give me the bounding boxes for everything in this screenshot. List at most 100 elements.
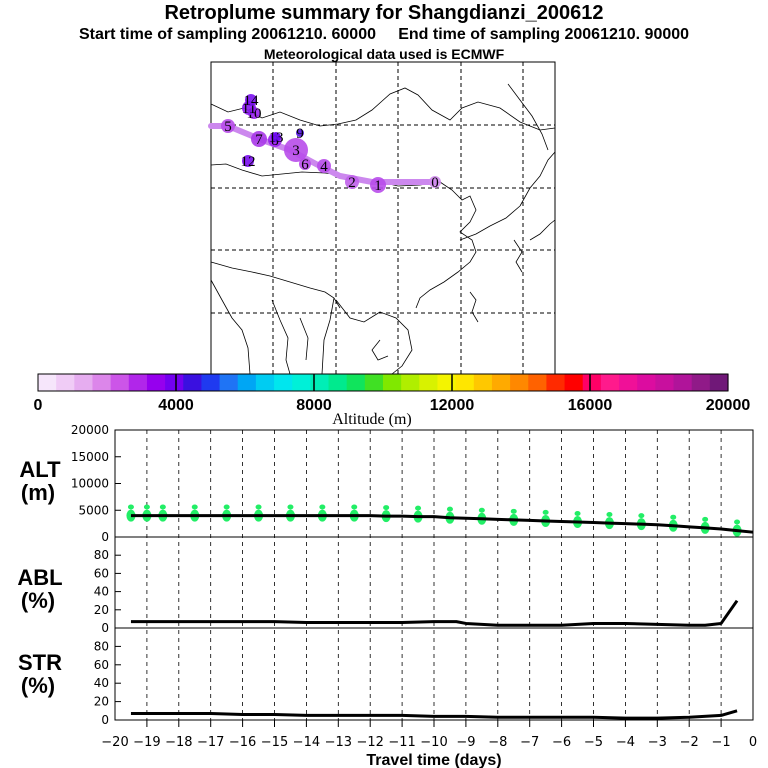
colorbar-cell: [691, 374, 711, 391]
y-tick-label: 0: [101, 713, 109, 727]
y-tick-label: 40: [94, 585, 109, 599]
x-axis-tick-labels: −20 −19 −18 −17 −16 −15 −14 −13 −12 −11 −10 −9 −8 −7−…: [101, 735, 757, 750]
x-tick-label: −12: [356, 735, 383, 750]
alt-spread-blob-upper: [223, 504, 230, 510]
map-plume-label: 1: [374, 178, 382, 194]
map-plume-cluster: [245, 94, 257, 106]
alt-spread-blob-upper: [319, 504, 326, 510]
alt-y-axis: 0 5000 10000 15000 20000: [71, 423, 121, 544]
y-tick-label: 40: [94, 676, 109, 690]
alt-spread-blob-upper: [446, 506, 453, 512]
y-tick-label: 20000: [71, 423, 109, 437]
str-panel-name: STR: [18, 650, 62, 675]
map-plume-cluster: [271, 132, 281, 142]
altitude-spread-marks: [126, 504, 742, 537]
colorbar-cell: [709, 374, 729, 391]
y-tick-label: 80: [94, 548, 109, 562]
map-plume-label: 3: [292, 143, 300, 159]
colorbar-tick-label: 16000: [568, 397, 613, 414]
colorbar-cell: [74, 374, 94, 391]
colorbar-cell: [383, 374, 402, 391]
y-tick-label: 15000: [71, 450, 109, 464]
colorbar-tick-labels: 0 4000 8000 12000 16000 20000: [34, 397, 751, 414]
map-plume-label: 12: [241, 154, 256, 170]
colorbar-cell: [637, 374, 656, 391]
colorbar-cell: [528, 374, 548, 391]
chart-title: Retroplume summary for Shangdianzi_20061…: [164, 2, 604, 24]
x-tick-label: −1: [712, 735, 731, 750]
alt-spread-blob-upper: [478, 507, 485, 513]
map-plume-cluster: [242, 155, 254, 167]
colorbar-cell: [38, 374, 57, 391]
map-plume-cluster: [370, 177, 386, 193]
colorbar-cell: [673, 374, 693, 391]
alt-spread-blob-upper: [734, 519, 741, 525]
alt-spread-blob-upper: [574, 510, 581, 516]
map-plume-cluster: [345, 175, 359, 189]
colorbar-cell: [419, 374, 439, 391]
colorbar-title: Altitude (m): [332, 411, 412, 428]
colorbar: 0 4000 8000 12000 16000 20000 Altitude (m): [34, 373, 751, 428]
colorbar-cell: [437, 374, 457, 391]
colorbar-cell: [655, 374, 675, 391]
x-grid-ticks: [146, 430, 722, 727]
alt-spread-blob-upper: [287, 504, 294, 510]
x-tick-label: −17: [197, 735, 224, 750]
colorbar-tick-label: 12000: [430, 397, 475, 414]
x-tick-label: −7: [520, 735, 539, 750]
map-plume-cluster: [299, 158, 311, 170]
colorbar-cell: [165, 374, 184, 391]
colorbar-cell: [473, 374, 493, 391]
x-tick-label: −10: [420, 735, 447, 750]
map-plume-label: 13: [269, 130, 284, 146]
colorbar-tick-label: 20000: [706, 397, 751, 414]
x-tick-label: −9: [456, 735, 475, 750]
str-panel-unit: (%): [21, 673, 55, 698]
alt-spread-blob-upper: [159, 504, 166, 510]
map-plume-label: 4: [320, 159, 328, 175]
abl-series-line: [130, 599, 739, 627]
map-plume-points: 01234567891011121314: [221, 93, 441, 194]
colorbar-cell: [364, 374, 384, 391]
x-tick-label: −3: [648, 735, 667, 750]
x-tick-label: −15: [261, 735, 288, 750]
alt-spread-blob-upper: [638, 513, 645, 519]
colorbar-cell: [582, 374, 602, 391]
colorbar-cell: [92, 374, 112, 391]
alt-spread-blob-upper: [351, 504, 358, 510]
alt-panel-unit: (m): [21, 480, 55, 505]
x-tick-label: −2: [680, 735, 699, 750]
map-plume-label: 5: [224, 119, 232, 135]
abl-panel-unit: (%): [21, 588, 55, 613]
abl-y-axis: 0 20 40 60 80: [94, 548, 121, 635]
str-series-line: [130, 709, 738, 720]
colorbar-cell: [255, 374, 275, 391]
colorbar-frame: [37, 373, 729, 392]
colorbar-cell: [201, 374, 221, 391]
alt-spread-blob-upper: [702, 516, 709, 522]
map-plume-label: 14: [244, 93, 260, 109]
y-tick-label: 10000: [71, 477, 109, 491]
str-y-axis: 0 20 40 60 80: [94, 639, 121, 727]
sampling-time-line: Start time of sampling 20061210. 60000 E…: [0, 26, 768, 44]
alt-panel-name: ALT: [19, 457, 61, 482]
colorbar-cell: [128, 374, 148, 391]
colorbar-cell: [237, 374, 257, 391]
map-plume-cluster: [429, 176, 441, 188]
end-time-label: End time of sampling 20061210. 90000: [398, 26, 690, 43]
colorbar-cell: [146, 374, 166, 391]
colorbar-cell: [110, 374, 130, 391]
map-plume-cluster: [284, 138, 308, 162]
map-plume-label: 6: [301, 157, 309, 173]
y-tick-label: 60: [94, 566, 109, 580]
start-time-label: Start time of sampling 20061210. 60000: [78, 26, 376, 43]
map-plume-cluster: [317, 159, 331, 173]
colorbar-cells: [38, 374, 729, 391]
y-tick-label: 80: [94, 639, 109, 653]
map-frame: [210, 61, 556, 375]
x-tick-label: −18: [165, 735, 192, 750]
x-tick-label: −13: [325, 735, 352, 750]
colorbar-cell: [510, 374, 529, 391]
alt-spread-blob-upper: [542, 509, 549, 515]
